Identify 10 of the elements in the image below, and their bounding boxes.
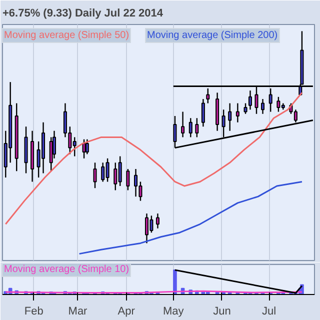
x-tick-label: Feb bbox=[24, 306, 44, 318]
chart-title: +6.75% (9.33) Daily Jul 22 2014 bbox=[2, 8, 164, 20]
x-tick-label: Jul bbox=[262, 306, 276, 318]
series-label: Moving average (Simple 10) bbox=[4, 264, 130, 275]
text: Moving average (Simple 200) bbox=[147, 30, 278, 41]
x-tick-label: Mar bbox=[68, 306, 88, 318]
x-tick-label: Apr bbox=[118, 306, 136, 318]
x-tick-label: May bbox=[163, 306, 184, 318]
text: Moving average (Simple 50) bbox=[4, 30, 130, 41]
x-tick-label: Jun bbox=[213, 306, 231, 318]
